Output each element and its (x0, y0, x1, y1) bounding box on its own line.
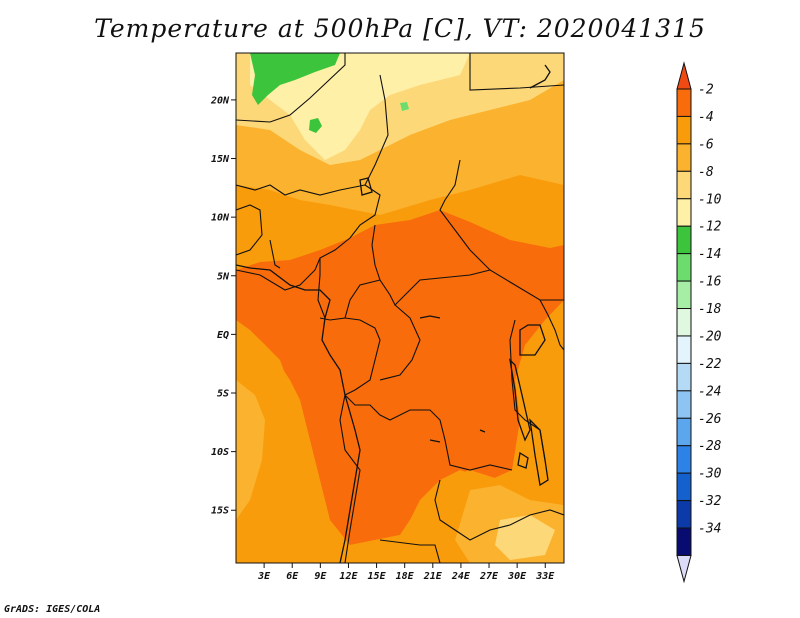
colorbar-swatch (676, 500, 692, 529)
lon-tick-label: 6E (286, 571, 299, 582)
band-minus10-se (495, 515, 555, 560)
colorbar-label: -2 (698, 83, 714, 98)
green-patch-north (250, 53, 340, 105)
colorbar-swatch (676, 253, 692, 282)
colorbar-swatch (676, 170, 692, 200)
colorbar-swatch (676, 280, 692, 310)
colorbar-label: -34 (698, 522, 721, 537)
colorbar-swatch (676, 143, 692, 172)
grads-credit: GrADS: IGES/COLA (4, 604, 101, 615)
colorbar-swatch (676, 198, 692, 227)
colorbar-swatch (676, 88, 692, 117)
lon-tick-label: 15E (368, 571, 387, 582)
colorbar-label: -10 (698, 192, 722, 207)
colorbar-label: -8 (698, 165, 714, 180)
lon-tick-label: 21E (423, 571, 443, 582)
lon-tick-label: 9E (314, 571, 327, 582)
latitude-axis: 20N 15N 10N 5N EQ 5S 10S 15S (210, 95, 236, 517)
colorbar-swatch (676, 472, 692, 502)
longitude-axis: 3E 6E 9E 12E 15E 18E 21E 24E 27E 30E 33E (257, 563, 555, 582)
map-frame (235, 52, 565, 564)
band-minus12 (250, 53, 470, 160)
colorbar-top-arrow (676, 61, 692, 90)
colorbar-bottom-arrow (676, 554, 692, 584)
colorbar-swatch (676, 308, 692, 337)
lon-tick-label: 33E (535, 571, 555, 582)
colorbar-swatch (676, 115, 692, 145)
colorbar-label: -12 (698, 220, 722, 235)
colorbar-label: -20 (698, 329, 722, 344)
colorbar-label: -18 (698, 302, 722, 317)
colorbar-swatch (676, 225, 692, 255)
lat-tick-label: 5N (217, 271, 230, 282)
lat-tick-label: 15N (211, 154, 230, 165)
colorbar-label: -28 (698, 439, 722, 454)
colorbar: -2 -4 -6 -8 -10 -12 -14 -16 -18 -20 -22 -24 -26 -28 -3… (676, 61, 722, 584)
lat-tick-label: 5S (217, 389, 229, 400)
lat-tick-label: 10S (211, 447, 229, 458)
colorbar-label: -14 (698, 247, 721, 262)
colorbar-label: -26 (698, 412, 722, 427)
coastlines (236, 64, 551, 563)
green-patch-tiny (400, 102, 409, 111)
colorbar-label: -4 (698, 110, 714, 125)
colorbar-label: -22 (698, 357, 722, 372)
lon-tick-label: 12E (339, 571, 358, 582)
lon-tick-label: 18E (396, 571, 415, 582)
colorbar-swatch (676, 335, 692, 364)
temperature-field (236, 53, 564, 563)
colorbar-label: -24 (698, 384, 721, 399)
colorbar-swatch (676, 445, 692, 474)
lat-tick-label: EQ (217, 330, 229, 341)
colorbar-label: -6 (698, 137, 714, 152)
green-patch-small (309, 118, 322, 133)
lon-tick-label: 27E (479, 571, 499, 582)
map-panel: 20N 15N 10N 5N EQ 5S 10S 15S 3E 6E 9E 12E 15E 18E 21E… (210, 52, 565, 582)
colorbar-swatch (676, 390, 692, 419)
colorbar-swatch (676, 417, 692, 447)
band-minus6-sw (236, 330, 300, 563)
band-minus6-se (430, 440, 564, 540)
band-minus8-sw (236, 380, 265, 520)
colorbar-label: -30 (698, 467, 722, 482)
band-minus6-south (345, 520, 420, 563)
colorbar-swatch (676, 527, 692, 556)
lat-tick-label: 15S (211, 506, 229, 517)
colorbar-label: -32 (698, 494, 722, 509)
colorbar-swatch (676, 362, 692, 392)
lon-tick-label: 30E (507, 571, 527, 582)
colorbar-label: -16 (698, 275, 722, 290)
chart-title: Temperature at 500hPa [C], VT: 202004131… (94, 14, 706, 43)
lon-tick-label: 3E (257, 571, 271, 582)
lat-tick-label: 20N (210, 95, 230, 106)
lat-tick-label: 10N (211, 213, 230, 224)
lon-tick-label: 24E (451, 571, 471, 582)
